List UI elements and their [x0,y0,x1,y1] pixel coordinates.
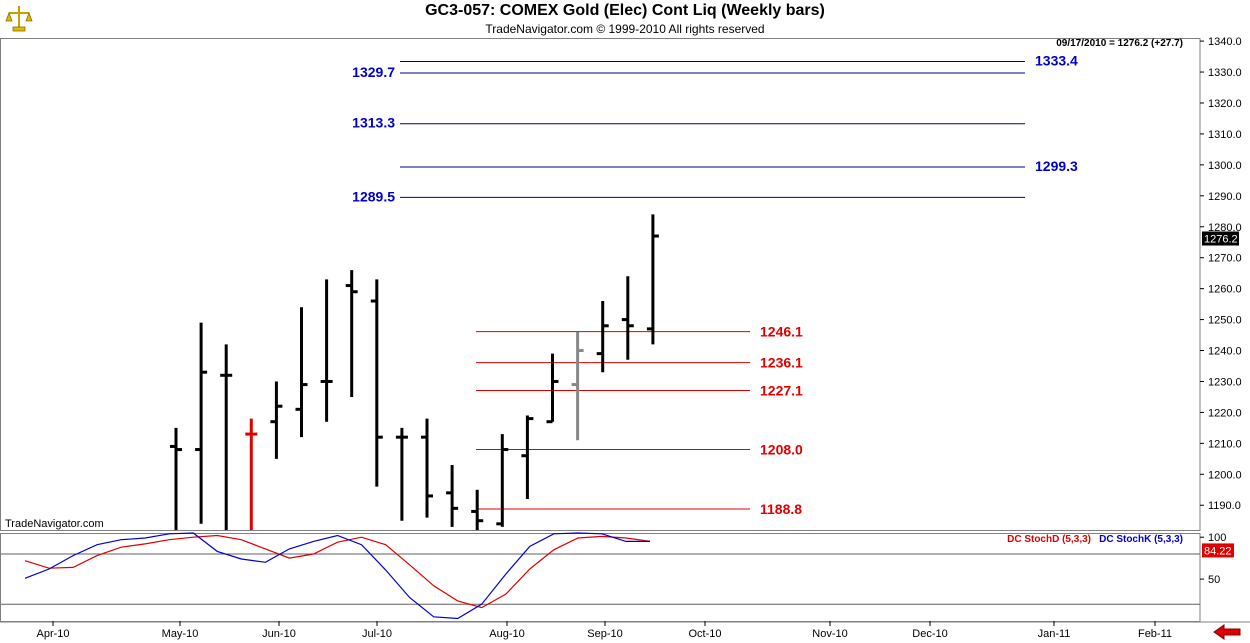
y-tick-label: 1190.0 [1208,500,1241,512]
left-arrow-icon[interactable] [1212,624,1242,640]
x-tick-label: Apr-10 [36,628,69,640]
blue-level-label: 1299.3 [1035,158,1078,174]
ohlc-bar [446,465,459,527]
x-tick-label: Sep-10 [587,628,622,640]
ohlc-bar [395,427,408,521]
red-level-label: 1188.8 [760,501,802,517]
x-tick-label: Feb-11 [1138,628,1172,640]
red-level-label: 1208.0 [760,442,803,458]
price-readout: 09/17/2010 = 1276.2 (+27.7) [1056,38,1183,49]
ohlc-bar [170,427,182,530]
y-tick-label: 1250.0 [1208,315,1242,327]
stoch-tick-label: 50 [1208,574,1220,586]
red-level-label: 1227.1 [760,382,803,398]
y-tick-label: 1200.0 [1208,469,1242,481]
stoch-tick-label: 100 [1208,532,1226,544]
y-tick-label: 1220.0 [1208,407,1242,419]
y-tick-label: 1270.0 [1208,253,1242,265]
y-tick-label: 1320.0 [1208,98,1242,110]
ohlc-bar [320,279,333,422]
blue-level-label: 1333.4 [1035,53,1078,69]
y-tick-label: 1260.0 [1208,284,1242,296]
stoch-d-legend: DC StochD (5,3,3) [1007,534,1091,545]
last-price-label: 1276.2 [1204,234,1238,246]
ohlc-bar [646,214,659,345]
stoch-last-box [1202,543,1234,558]
ohlc-bar [546,353,559,424]
ohlc-bar [195,322,208,524]
y-tick-label: 1240.0 [1208,346,1242,358]
x-tick-label: Oct-10 [688,628,721,640]
y-tick-label: 1210.0 [1208,438,1242,450]
x-tick-label: Nov-10 [812,628,847,640]
ohlc-bar [220,344,233,530]
x-tick-label: May-10 [162,628,199,640]
price-pane-frame [0,38,1201,531]
chart-subtitle: TradeNavigator.com © 1999-2010 All right… [485,22,765,36]
stoch-d-line [24,534,651,609]
blue-level-label: 1329.7 [352,64,395,80]
blue-level-label: 1313.3 [352,115,395,131]
watermark-label: TradeNavigator.com [5,518,104,530]
y-tick-label: 1280.0 [1208,222,1242,234]
stoch-pane-frame [0,533,1201,622]
chart-title: GC3-057: COMEX Gold (Elec) Cont Liq (Wee… [425,2,825,19]
ohlc-bar [471,489,484,530]
ohlc-bar [496,434,509,527]
y-tick-label: 1310.0 [1208,129,1242,141]
y-tick-label: 1300.0 [1208,160,1242,172]
y-tick-label: 1290.0 [1208,191,1242,203]
ohlc-bar [596,301,609,373]
ohlc-bar [370,279,383,487]
x-tick-label: Jun-10 [262,628,296,640]
blue-level-label: 1289.5 [352,188,395,204]
ohlc-bar [345,270,358,397]
last-price-box [1202,231,1239,246]
trade-navigator-logo-icon [4,3,34,33]
red-level-label: 1246.1 [760,324,803,340]
ohlc-bar [421,418,433,518]
ohlc-bar [571,331,584,441]
ohlc-bar [270,381,283,459]
x-tick-label: Jan-11 [1038,628,1071,640]
ohlc-bar [245,418,258,530]
y-tick-label: 1340.0 [1208,36,1242,48]
y-tick-label: 1230.0 [1208,376,1242,388]
x-tick-label: Jul-10 [362,628,392,640]
y-tick-label: 1330.0 [1208,67,1242,79]
red-level-label: 1236.1 [760,355,803,371]
ohlc-bar [621,276,634,360]
x-tick-label: Dec-10 [912,628,947,640]
x-tick-label: Aug-10 [489,628,524,640]
stoch-k-legend: DC StochK (5,3,3) [1099,534,1183,545]
stoch-last-label: 84.22 [1204,545,1232,557]
ohlc-bar [295,307,308,438]
ohlc-bar [521,415,534,500]
stoch-k-line [24,532,650,620]
